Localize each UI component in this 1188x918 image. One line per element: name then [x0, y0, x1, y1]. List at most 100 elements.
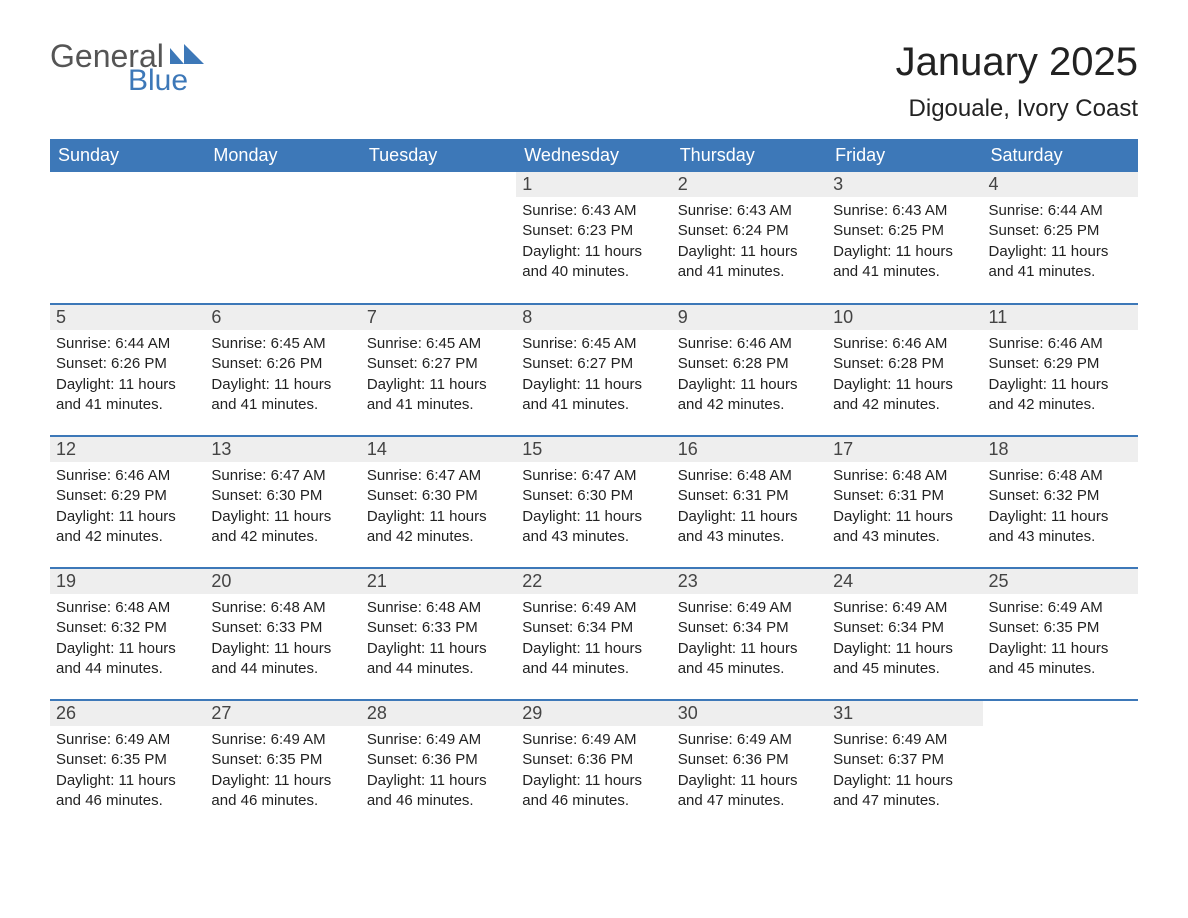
day-details: Sunrise: 6:49 AMSunset: 6:36 PMDaylight:… [516, 726, 671, 815]
calendar-cell: 31Sunrise: 6:49 AMSunset: 6:37 PMDayligh… [827, 700, 982, 832]
calendar-cell: 18Sunrise: 6:48 AMSunset: 6:32 PMDayligh… [983, 436, 1138, 568]
calendar-row: 12Sunrise: 6:46 AMSunset: 6:29 PMDayligh… [50, 436, 1138, 568]
day-details: Sunrise: 6:48 AMSunset: 6:33 PMDaylight:… [205, 594, 360, 683]
calendar-cell: 12Sunrise: 6:46 AMSunset: 6:29 PMDayligh… [50, 436, 205, 568]
month-title: January 2025 [896, 40, 1138, 85]
calendar-cell: 29Sunrise: 6:49 AMSunset: 6:36 PMDayligh… [516, 700, 671, 832]
calendar-cell: 3Sunrise: 6:43 AMSunset: 6:25 PMDaylight… [827, 172, 982, 304]
calendar-cell: 30Sunrise: 6:49 AMSunset: 6:36 PMDayligh… [672, 700, 827, 832]
title-block: January 2025 Digouale, Ivory Coast [896, 40, 1138, 133]
day-number: 24 [827, 569, 982, 594]
day-number: 3 [827, 172, 982, 197]
day-number: 19 [50, 569, 205, 594]
calendar-body: ... 1Sunrise: 6:43 AMSunset: 6:23 PMDayli… [50, 172, 1138, 832]
calendar-cell: 20Sunrise: 6:48 AMSunset: 6:33 PMDayligh… [205, 568, 360, 700]
day-number: 9 [672, 305, 827, 330]
day-number: 18 [983, 437, 1138, 462]
day-details: Sunrise: 6:44 AMSunset: 6:25 PMDaylight:… [983, 197, 1138, 286]
day-number: 15 [516, 437, 671, 462]
day-details: Sunrise: 6:43 AMSunset: 6:23 PMDaylight:… [516, 197, 671, 286]
day-details: Sunrise: 6:46 AMSunset: 6:29 PMDaylight:… [50, 462, 205, 551]
day-details: Sunrise: 6:49 AMSunset: 6:36 PMDaylight:… [672, 726, 827, 815]
day-details: Sunrise: 6:44 AMSunset: 6:26 PMDaylight:… [50, 330, 205, 419]
day-details: Sunrise: 6:43 AMSunset: 6:24 PMDaylight:… [672, 197, 827, 286]
calendar-cell: . [983, 700, 1138, 832]
calendar-cell: 25Sunrise: 6:49 AMSunset: 6:35 PMDayligh… [983, 568, 1138, 700]
calendar-row: 26Sunrise: 6:49 AMSunset: 6:35 PMDayligh… [50, 700, 1138, 832]
calendar-cell: 23Sunrise: 6:49 AMSunset: 6:34 PMDayligh… [672, 568, 827, 700]
day-details: Sunrise: 6:47 AMSunset: 6:30 PMDaylight:… [516, 462, 671, 551]
day-details: Sunrise: 6:45 AMSunset: 6:27 PMDaylight:… [516, 330, 671, 419]
day-details: Sunrise: 6:47 AMSunset: 6:30 PMDaylight:… [361, 462, 516, 551]
calendar-cell: 5Sunrise: 6:44 AMSunset: 6:26 PMDaylight… [50, 304, 205, 436]
weekday-header: Friday [827, 139, 982, 172]
day-number: 28 [361, 701, 516, 726]
calendar-cell: 2Sunrise: 6:43 AMSunset: 6:24 PMDaylight… [672, 172, 827, 304]
calendar-table: SundayMondayTuesdayWednesdayThursdayFrid… [50, 139, 1138, 832]
day-details: Sunrise: 6:48 AMSunset: 6:32 PMDaylight:… [983, 462, 1138, 551]
day-number: 25 [983, 569, 1138, 594]
calendar-cell: 9Sunrise: 6:46 AMSunset: 6:28 PMDaylight… [672, 304, 827, 436]
day-number: 13 [205, 437, 360, 462]
day-number: 5 [50, 305, 205, 330]
day-number: 20 [205, 569, 360, 594]
logo-text-blue: Blue [128, 66, 204, 96]
calendar-cell: . [205, 172, 360, 304]
day-number: 22 [516, 569, 671, 594]
day-details: Sunrise: 6:46 AMSunset: 6:29 PMDaylight:… [983, 330, 1138, 419]
day-number: 7 [361, 305, 516, 330]
day-number: 14 [361, 437, 516, 462]
calendar-cell: 15Sunrise: 6:47 AMSunset: 6:30 PMDayligh… [516, 436, 671, 568]
day-details: Sunrise: 6:48 AMSunset: 6:31 PMDaylight:… [672, 462, 827, 551]
day-number: 17 [827, 437, 982, 462]
day-details: Sunrise: 6:45 AMSunset: 6:27 PMDaylight:… [361, 330, 516, 419]
day-number: 12 [50, 437, 205, 462]
calendar-cell: 27Sunrise: 6:49 AMSunset: 6:35 PMDayligh… [205, 700, 360, 832]
day-details: Sunrise: 6:49 AMSunset: 6:34 PMDaylight:… [827, 594, 982, 683]
day-details: Sunrise: 6:49 AMSunset: 6:34 PMDaylight:… [516, 594, 671, 683]
calendar-cell: 1Sunrise: 6:43 AMSunset: 6:23 PMDaylight… [516, 172, 671, 304]
weekday-header: Tuesday [361, 139, 516, 172]
calendar-cell: 4Sunrise: 6:44 AMSunset: 6:25 PMDaylight… [983, 172, 1138, 304]
day-details: Sunrise: 6:48 AMSunset: 6:33 PMDaylight:… [361, 594, 516, 683]
day-details: Sunrise: 6:48 AMSunset: 6:32 PMDaylight:… [50, 594, 205, 683]
day-number: 6 [205, 305, 360, 330]
calendar-row: ...1Sunrise: 6:43 AMSunset: 6:23 PMDayli… [50, 172, 1138, 304]
calendar-cell: 17Sunrise: 6:48 AMSunset: 6:31 PMDayligh… [827, 436, 982, 568]
day-number: 26 [50, 701, 205, 726]
calendar-cell: . [50, 172, 205, 304]
weekday-header: Saturday [983, 139, 1138, 172]
day-number: 4 [983, 172, 1138, 197]
day-details: Sunrise: 6:49 AMSunset: 6:35 PMDaylight:… [50, 726, 205, 815]
calendar-cell: 21Sunrise: 6:48 AMSunset: 6:33 PMDayligh… [361, 568, 516, 700]
calendar-row: 19Sunrise: 6:48 AMSunset: 6:32 PMDayligh… [50, 568, 1138, 700]
calendar-cell: 13Sunrise: 6:47 AMSunset: 6:30 PMDayligh… [205, 436, 360, 568]
day-details: Sunrise: 6:48 AMSunset: 6:31 PMDaylight:… [827, 462, 982, 551]
header-bar: General Blue January 2025 Digouale, Ivor… [50, 40, 1138, 133]
weekday-header: Wednesday [516, 139, 671, 172]
location-title: Digouale, Ivory Coast [896, 95, 1138, 123]
calendar-cell: 19Sunrise: 6:48 AMSunset: 6:32 PMDayligh… [50, 568, 205, 700]
day-number: 2 [672, 172, 827, 197]
day-number: 16 [672, 437, 827, 462]
day-details: Sunrise: 6:49 AMSunset: 6:35 PMDaylight:… [205, 726, 360, 815]
logo: General Blue [50, 40, 204, 96]
weekday-header-row: SundayMondayTuesdayWednesdayThursdayFrid… [50, 139, 1138, 172]
calendar-cell: 24Sunrise: 6:49 AMSunset: 6:34 PMDayligh… [827, 568, 982, 700]
day-details: Sunrise: 6:49 AMSunset: 6:37 PMDaylight:… [827, 726, 982, 815]
calendar-cell: 14Sunrise: 6:47 AMSunset: 6:30 PMDayligh… [361, 436, 516, 568]
calendar-cell: 28Sunrise: 6:49 AMSunset: 6:36 PMDayligh… [361, 700, 516, 832]
day-details: Sunrise: 6:43 AMSunset: 6:25 PMDaylight:… [827, 197, 982, 286]
calendar-cell: 7Sunrise: 6:45 AMSunset: 6:27 PMDaylight… [361, 304, 516, 436]
day-details: Sunrise: 6:49 AMSunset: 6:34 PMDaylight:… [672, 594, 827, 683]
day-number: 30 [672, 701, 827, 726]
day-number: 8 [516, 305, 671, 330]
calendar-cell: 26Sunrise: 6:49 AMSunset: 6:35 PMDayligh… [50, 700, 205, 832]
calendar-cell: 22Sunrise: 6:49 AMSunset: 6:34 PMDayligh… [516, 568, 671, 700]
weekday-header: Thursday [672, 139, 827, 172]
day-number: 10 [827, 305, 982, 330]
calendar-cell: 10Sunrise: 6:46 AMSunset: 6:28 PMDayligh… [827, 304, 982, 436]
day-details: Sunrise: 6:49 AMSunset: 6:36 PMDaylight:… [361, 726, 516, 815]
weekday-header: Sunday [50, 139, 205, 172]
day-number: 1 [516, 172, 671, 197]
